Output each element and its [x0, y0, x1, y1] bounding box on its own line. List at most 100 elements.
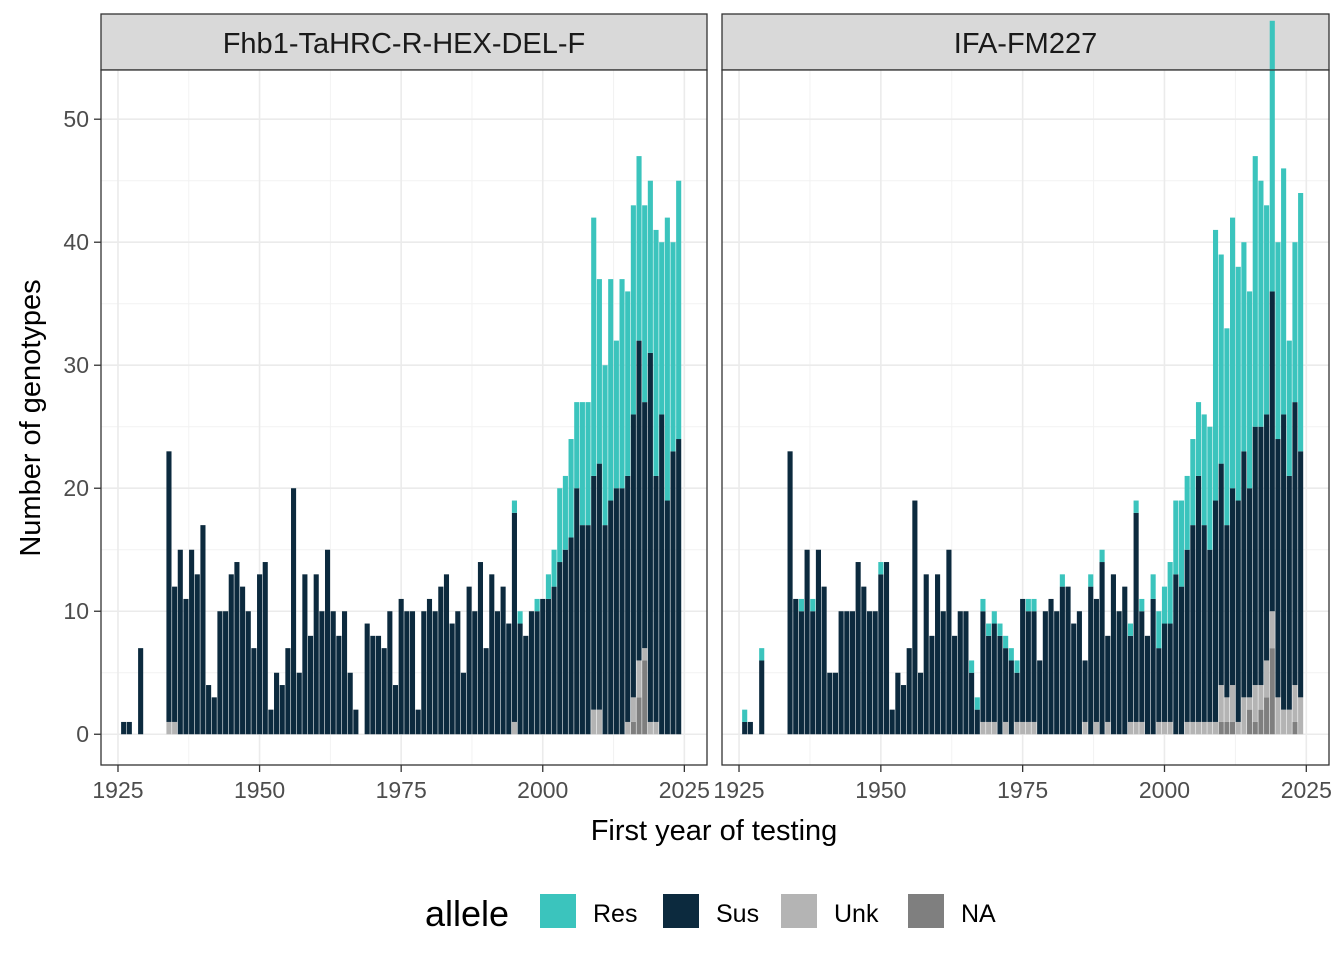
bar-na-2017 [1258, 709, 1264, 735]
bar-sus-2013 [1235, 500, 1241, 722]
bar-sus-1929 [759, 660, 765, 735]
bar-unk-1968 [980, 721, 986, 735]
bar-na-2019 [1269, 648, 1275, 735]
bar-sus-1983 [1065, 586, 1071, 735]
bar-unk-1996 [1139, 721, 1145, 735]
bar-sus-1945 [849, 611, 856, 735]
bar-sus-2005 [568, 537, 574, 735]
bar-res-1982 [1059, 574, 1065, 587]
bar-sus-1975 [1020, 598, 1026, 722]
bar-sus-1940 [821, 586, 827, 735]
bar-unk-1995 [511, 721, 517, 735]
bar-res-2000 [1161, 586, 1168, 624]
bar-sus-1957 [917, 672, 924, 735]
bar-unk-2004 [1184, 721, 1190, 735]
x-tick-label: 2025 [1281, 777, 1332, 803]
bar-sus-1976 [1025, 611, 1031, 722]
bar-sus-1989 [477, 562, 484, 735]
bar-sus-1927 [126, 721, 132, 735]
bar-sus-2014 [1241, 451, 1247, 698]
bar-sus-1979 [421, 611, 427, 735]
bar-sus-1976 [404, 611, 410, 735]
bar-sus-1969 [364, 623, 370, 735]
bar-sus-2005 [1190, 525, 1196, 722]
bar-sus-1994 [1127, 635, 1134, 722]
bar-sus-2009 [591, 475, 597, 710]
bar-res-2022 [664, 217, 670, 501]
bar-res-2024 [1298, 193, 1304, 452]
bar-unk-2015 [1247, 697, 1253, 710]
bar-res-2004 [562, 475, 568, 550]
bar-sus-1972 [1003, 648, 1009, 722]
bar-sus-1990 [1105, 635, 1111, 722]
facet-strip [721, 13, 1330, 71]
legend-label-sus: Sus [716, 900, 759, 928]
bar-res-2020 [1275, 242, 1281, 440]
y-axis-label: Number of genotypes [15, 279, 47, 556]
bar-sus-1974 [1014, 672, 1020, 722]
bar-sus-1926 [742, 721, 748, 735]
bar-na-2018 [1264, 697, 1270, 735]
bar-res-1999 [534, 598, 540, 612]
bar-unk-1975 [1020, 721, 1026, 735]
bar-unk-1969 [986, 721, 992, 735]
bar-res-2003 [1178, 500, 1185, 587]
bar-sus-1962 [946, 549, 952, 735]
bar-sus-2015 [1247, 488, 1253, 698]
bar-sus-1953 [895, 672, 901, 735]
bar-res-2015 [1247, 291, 1253, 489]
bar-sus-1988 [1093, 598, 1099, 722]
bar-res-1977 [1031, 598, 1037, 612]
bar-sus-2004 [562, 549, 568, 735]
bar-sus-2006 [1195, 475, 1202, 722]
bar-sus-1989 [1099, 562, 1105, 735]
bar-sus-1936 [798, 611, 804, 735]
bar-res-1966 [969, 660, 975, 673]
bar-unk-1990 [1105, 721, 1111, 735]
bar-sus-1974 [392, 685, 399, 735]
bar-na-2012 [1230, 721, 1236, 735]
bar-sus-1972 [381, 648, 387, 735]
bar-res-1971 [997, 623, 1003, 636]
bar-res-2014 [1241, 242, 1247, 452]
bar-res-1950 [878, 562, 884, 575]
bar-sus-1965 [963, 611, 969, 735]
bar-sus-1955 [285, 648, 291, 735]
bar-unk-1988 [1093, 721, 1099, 735]
bar-res-2017 [636, 156, 642, 341]
bar-unk-2020 [653, 721, 659, 735]
bar-unk-2007 [1201, 721, 1207, 735]
x-tick-label: 1925 [713, 777, 764, 803]
bar-sus-1949 [872, 611, 878, 735]
bar-sus-1971 [997, 635, 1003, 735]
bar-sus-2023 [1292, 402, 1298, 686]
bar-na-2015 [1247, 709, 1253, 735]
bar-sus-1982 [1059, 586, 1065, 735]
bar-sus-1943 [217, 611, 223, 735]
bar-res-1995 [1133, 500, 1139, 513]
bar-sus-1952 [268, 709, 274, 735]
bar-sus-1938 [189, 549, 195, 735]
bar-unk-1999 [1156, 721, 1162, 735]
bar-sus-1956 [912, 500, 918, 735]
bar-res-2021 [1281, 168, 1287, 415]
bar-res-2018 [1264, 205, 1270, 415]
bar-unk-1972 [1003, 721, 1009, 735]
bar-sus-1968 [980, 611, 986, 722]
bar-sus-1966 [347, 672, 353, 735]
bar-sus-2007 [1201, 525, 1207, 722]
bar-res-1967 [974, 697, 980, 710]
bar-sus-1990 [483, 648, 489, 735]
bar-sus-2023 [670, 451, 676, 735]
bar-sus-1959 [308, 635, 314, 735]
x-tick-label: 2000 [1139, 777, 1190, 803]
y-tick-label: 0 [76, 721, 89, 747]
bar-sus-1929 [138, 648, 144, 735]
bar-res-2023 [670, 242, 676, 452]
bar-sus-1971 [375, 635, 382, 735]
bar-res-2018 [642, 205, 648, 403]
bar-res-2007 [579, 402, 585, 526]
bar-unk-2019 [1269, 611, 1275, 649]
bar-sus-2000 [540, 598, 546, 735]
bar-res-2008 [585, 402, 591, 526]
